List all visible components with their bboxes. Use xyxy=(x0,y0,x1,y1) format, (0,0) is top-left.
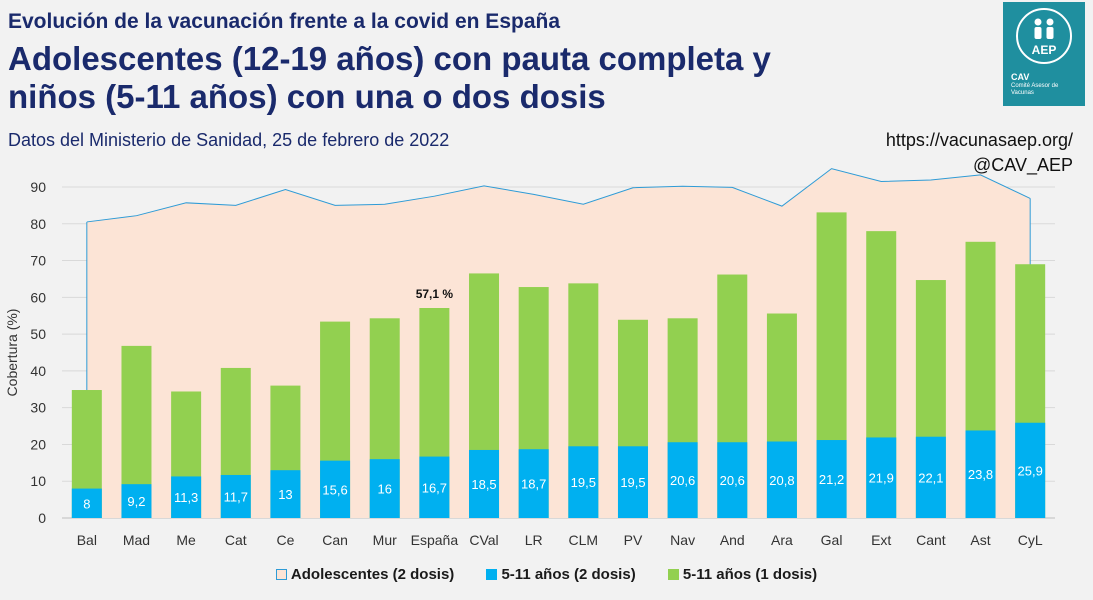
x-tick-label: Ce xyxy=(276,532,294,548)
aep-seal-icon: AEP xyxy=(1016,8,1072,64)
chart-subtitle: Datos del Ministerio de Sanidad, 25 de f… xyxy=(8,130,450,150)
bar-2dosis-label: 9,2 xyxy=(127,494,145,509)
bar-2dosis-label: 19,5 xyxy=(571,475,596,490)
bar-2dosis xyxy=(518,449,549,518)
x-tick-label: Gal xyxy=(821,532,843,548)
x-tick-label: España xyxy=(411,532,459,548)
y-tick-label: 90 xyxy=(30,179,46,195)
bar-2dosis xyxy=(121,484,152,518)
legend-item-1dosis: 5-11 años (1 dosis) xyxy=(667,566,818,583)
y-tick-label: 0 xyxy=(38,510,46,526)
x-tick-label: Me xyxy=(176,532,196,548)
x-tick-label: CLM xyxy=(569,532,599,548)
x-tick-label: Cant xyxy=(916,532,946,548)
y-tick-label: 70 xyxy=(30,253,46,269)
legend-swatch-2dosis xyxy=(486,569,498,580)
legend-item-adolescentes: Adolescentes (2 dosis) xyxy=(275,566,455,583)
bar-2dosis-label: 16 xyxy=(377,482,391,497)
y-tick-label: 20 xyxy=(30,436,46,452)
cav-subtext: Comité Asesor de Vacunas xyxy=(1011,83,1059,96)
chart-title-line2: niños (5-11 años) con una o dos dosis xyxy=(8,78,606,115)
bar-2dosis-label: 20,6 xyxy=(720,473,745,488)
bar-2dosis xyxy=(568,446,599,518)
bar-2dosis xyxy=(717,442,748,518)
bar-2dosis-label: 8 xyxy=(83,496,90,511)
y-axis-label: Cobertura (%) xyxy=(4,309,20,397)
y-tick-label: 10 xyxy=(30,473,46,489)
chart-legend: Adolescentes (2 dosis) 5-11 años (2 dosi… xyxy=(0,566,1093,583)
x-tick-label: CVal xyxy=(469,532,498,548)
source-handle[interactable]: @CAV_AEP xyxy=(973,155,1073,175)
bar-2dosis-label: 20,8 xyxy=(769,473,794,488)
aep-seal-text: AEP xyxy=(1031,43,1057,57)
bar-2dosis xyxy=(171,476,202,518)
bar-2dosis-label: 13 xyxy=(278,487,292,502)
bar-2dosis-label: 22,1 xyxy=(918,470,943,485)
x-tick-label: Can xyxy=(322,532,348,548)
chart-kicker: Evolución de la vacunación frente a la c… xyxy=(8,10,561,33)
bar-2dosis-label: 16,7 xyxy=(422,480,447,495)
bar-2dosis-label: 11,3 xyxy=(174,490,198,505)
chart-title: Adolescentes (12-19 años) con pauta comp… xyxy=(8,40,771,116)
bar-2dosis xyxy=(320,460,351,518)
y-tick-label: 40 xyxy=(30,363,46,379)
x-tick-label: And xyxy=(720,532,745,548)
bar-2dosis xyxy=(667,442,698,518)
bar-2dosis xyxy=(419,456,450,518)
bar-2dosis-label: 25,9 xyxy=(1018,463,1043,478)
x-tick-label: PV xyxy=(624,532,643,548)
x-tick-label: Bal xyxy=(77,532,97,548)
aep-logo: AEP CAV Comité Asesor de Vacunas xyxy=(1003,2,1085,106)
cav-text: CAV xyxy=(1011,72,1030,82)
x-tick-label: Mad xyxy=(123,532,150,548)
x-tick-label: Cat xyxy=(225,532,247,548)
source-block: https://vacunasaep.org/ @CAV_AEP xyxy=(886,128,1073,178)
bar-2dosis xyxy=(965,430,996,518)
series-line-adolescentes xyxy=(86,168,1031,223)
x-tick-label: Nav xyxy=(670,532,695,548)
bar-2dosis xyxy=(369,459,400,518)
y-tick-label: 30 xyxy=(30,400,46,416)
bar-2dosis-label: 21,2 xyxy=(819,472,844,487)
legend-swatch-1dosis xyxy=(667,569,679,580)
x-tick-label: Mur xyxy=(373,532,397,548)
legend-label-adolescentes: Adolescentes (2 dosis) xyxy=(290,566,455,583)
bar-2dosis xyxy=(766,441,797,518)
x-tick-label: Ara xyxy=(771,532,793,548)
chart-plot: 0 10 20 30 40 50 60 70 80 90 8 Bal 9,2 Mad 11,3 Me 11,7 C… xyxy=(4,168,1055,548)
bar-2dosis xyxy=(71,488,102,518)
chart-title-line1: Adolescentes (12-19 años) con pauta comp… xyxy=(8,40,771,77)
bar-2dosis-label: 19,5 xyxy=(620,475,645,490)
bar-2dosis xyxy=(915,436,946,518)
x-tick-label: Ast xyxy=(970,532,990,548)
bar-2dosis xyxy=(270,470,301,518)
bar-2dosis-label: 18,7 xyxy=(521,477,546,492)
bar-2dosis xyxy=(816,440,847,518)
bar-2dosis xyxy=(866,437,897,518)
legend-swatch-adolescentes xyxy=(275,569,287,580)
x-tick-label: LR xyxy=(525,532,543,548)
x-tick-label: CyL xyxy=(1018,532,1043,548)
bar-2dosis-label: 11,7 xyxy=(224,489,248,504)
x-tick-label: Ext xyxy=(871,532,891,548)
bar-2dosis-label: 21,9 xyxy=(869,471,894,486)
legend-label-2dosis: 5-11 años (2 dosis) xyxy=(501,566,636,583)
bar-2dosis-label: 23,8 xyxy=(968,467,993,482)
bar-2dosis xyxy=(469,449,500,518)
bar-2dosis xyxy=(1015,422,1046,518)
bar-2dosis-label: 15,6 xyxy=(322,482,347,497)
legend-item-2dosis: 5-11 años (2 dosis) xyxy=(486,566,636,583)
legend-label-1dosis: 5-11 años (1 dosis) xyxy=(682,566,818,583)
y-tick-label: 50 xyxy=(30,326,46,342)
bar-2dosis xyxy=(220,474,251,518)
bar-2dosis-label: 20,6 xyxy=(670,473,695,488)
annotation-label: 57,1 % xyxy=(416,287,454,301)
bar-2dosis xyxy=(617,446,648,518)
bar-2dosis-label: 18,5 xyxy=(471,477,496,492)
source-url[interactable]: https://vacunasaep.org/ xyxy=(885,130,1073,150)
y-tick-label: 80 xyxy=(30,216,46,232)
y-tick-label: 60 xyxy=(30,289,46,305)
family-icon xyxy=(1034,18,1054,39)
